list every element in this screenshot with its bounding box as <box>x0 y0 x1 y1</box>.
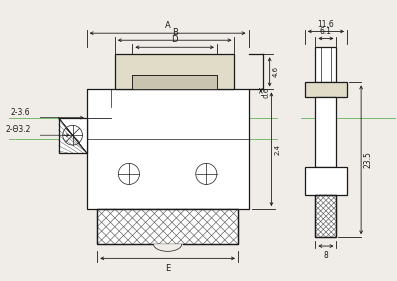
Bar <box>315 195 337 237</box>
Text: A: A <box>165 21 170 30</box>
Text: 4.6: 4.6 <box>272 66 278 78</box>
Text: 2-3.6: 2-3.6 <box>11 108 31 117</box>
Bar <box>97 209 238 244</box>
Text: 8: 8 <box>324 251 328 260</box>
Bar <box>87 89 249 209</box>
Bar <box>97 209 238 244</box>
Bar <box>133 75 217 89</box>
Text: 0.6: 0.6 <box>264 87 270 98</box>
Bar <box>305 82 347 96</box>
Bar <box>305 167 347 195</box>
Text: 6.1: 6.1 <box>320 27 332 36</box>
Bar <box>115 54 235 89</box>
Text: 2.4: 2.4 <box>274 144 280 155</box>
Bar <box>315 47 337 82</box>
Bar <box>315 96 337 167</box>
Text: 11.6: 11.6 <box>318 20 334 29</box>
Text: D: D <box>172 35 178 44</box>
Bar <box>315 195 337 237</box>
Text: B: B <box>172 28 177 37</box>
Bar <box>58 118 87 153</box>
Text: 23.5: 23.5 <box>364 151 373 168</box>
Text: 2-Θ3.2: 2-Θ3.2 <box>5 125 31 134</box>
Text: E: E <box>165 264 170 273</box>
